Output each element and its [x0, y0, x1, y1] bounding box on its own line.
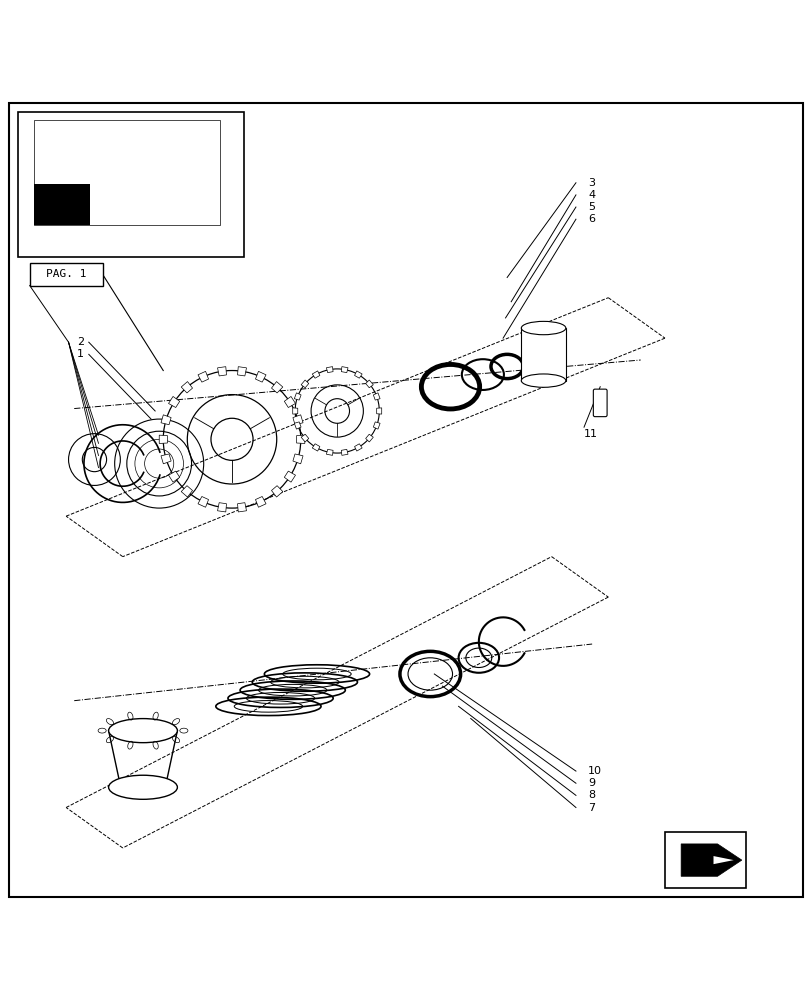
Polygon shape — [293, 454, 303, 464]
Text: 10: 10 — [587, 766, 601, 776]
Polygon shape — [373, 422, 380, 429]
Polygon shape — [284, 471, 295, 482]
Text: 6: 6 — [587, 214, 594, 224]
Polygon shape — [301, 380, 308, 388]
Polygon shape — [301, 434, 308, 442]
Text: 1: 1 — [76, 349, 84, 359]
Text: PAG. 1: PAG. 1 — [45, 269, 86, 279]
Polygon shape — [198, 371, 208, 382]
Polygon shape — [217, 367, 226, 376]
Polygon shape — [271, 382, 282, 393]
Text: 4: 4 — [587, 190, 594, 200]
Polygon shape — [354, 371, 362, 378]
Polygon shape — [373, 393, 380, 400]
Polygon shape — [292, 408, 298, 414]
Text: 8: 8 — [587, 790, 594, 800]
Polygon shape — [181, 486, 192, 497]
Polygon shape — [181, 382, 192, 393]
Polygon shape — [198, 496, 208, 507]
FancyBboxPatch shape — [34, 184, 90, 225]
Polygon shape — [255, 496, 266, 507]
Polygon shape — [341, 367, 348, 373]
Polygon shape — [159, 435, 167, 443]
Polygon shape — [680, 844, 741, 876]
FancyBboxPatch shape — [593, 389, 607, 417]
Polygon shape — [365, 434, 373, 442]
Polygon shape — [376, 408, 381, 414]
Polygon shape — [217, 503, 226, 512]
Polygon shape — [169, 471, 179, 482]
Ellipse shape — [109, 719, 177, 743]
Polygon shape — [326, 449, 333, 455]
Polygon shape — [296, 435, 304, 443]
Polygon shape — [161, 454, 171, 464]
Ellipse shape — [521, 321, 565, 335]
Text: 5: 5 — [587, 202, 594, 212]
Text: 2: 2 — [76, 337, 84, 347]
FancyBboxPatch shape — [18, 112, 244, 257]
Polygon shape — [294, 422, 301, 429]
Polygon shape — [271, 486, 282, 497]
Polygon shape — [326, 367, 333, 373]
Polygon shape — [713, 856, 733, 864]
Text: 7: 7 — [587, 803, 594, 813]
Text: 11: 11 — [583, 429, 597, 439]
Polygon shape — [365, 380, 373, 388]
Polygon shape — [354, 444, 362, 451]
Text: 9: 9 — [587, 778, 594, 788]
Polygon shape — [293, 415, 303, 425]
FancyBboxPatch shape — [10, 103, 801, 897]
Polygon shape — [255, 371, 266, 382]
Text: 3: 3 — [587, 178, 594, 188]
Polygon shape — [294, 393, 301, 400]
FancyBboxPatch shape — [664, 832, 745, 888]
Polygon shape — [312, 371, 320, 378]
FancyBboxPatch shape — [521, 328, 565, 381]
Polygon shape — [341, 449, 348, 455]
Ellipse shape — [109, 775, 177, 799]
FancyBboxPatch shape — [30, 263, 102, 286]
Polygon shape — [169, 396, 179, 408]
Polygon shape — [284, 396, 295, 408]
Ellipse shape — [521, 374, 565, 387]
Polygon shape — [238, 503, 247, 512]
Polygon shape — [161, 415, 171, 425]
Polygon shape — [312, 444, 320, 451]
Polygon shape — [238, 367, 247, 376]
